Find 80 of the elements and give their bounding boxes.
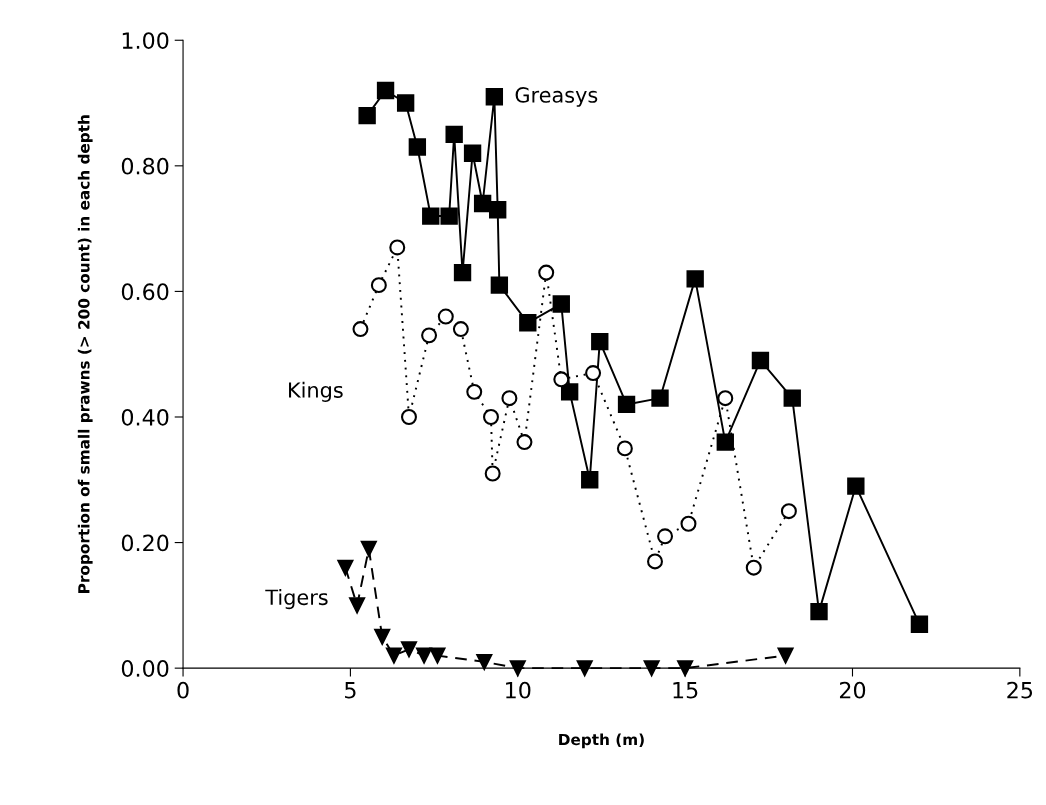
point: [466, 383, 483, 400]
point: [576, 660, 593, 677]
point: [401, 641, 417, 658]
x-tick-label: 0: [177, 681, 189, 699]
point: [717, 390, 734, 407]
point: [349, 597, 366, 614]
point: [519, 314, 537, 332]
x-tick-label: 15: [673, 682, 698, 699]
text: Kings: [289, 381, 343, 402]
point: [617, 395, 636, 414]
point: [484, 465, 501, 482]
point: [337, 559, 354, 576]
point: [783, 389, 801, 407]
point: [374, 628, 391, 645]
y-tick-label: 0.80: [121, 157, 169, 175]
point: [581, 471, 599, 489]
point: [483, 409, 499, 425]
point: [453, 263, 472, 282]
point: [421, 327, 438, 344]
point: [651, 389, 669, 407]
point: [657, 528, 674, 545]
y-tick-label: 0.60: [121, 283, 169, 301]
point: [429, 647, 446, 664]
point: [643, 660, 660, 677]
point: [647, 553, 663, 570]
point: [516, 434, 533, 451]
x-axis-title: Depth (m): [559, 733, 644, 749]
point: [376, 81, 395, 100]
point: [352, 321, 369, 338]
x-tick-label: 10: [506, 681, 531, 699]
point: [509, 660, 526, 677]
point: [416, 647, 433, 664]
series-label: Greasys: [515, 87, 598, 107]
point: [476, 653, 493, 670]
point: [490, 276, 509, 294]
point: [751, 351, 770, 370]
point: [360, 540, 377, 557]
point: [560, 383, 579, 401]
point: [452, 321, 469, 338]
y-tick-label: 0.00: [121, 660, 169, 677]
point: [847, 477, 865, 495]
point: [680, 515, 697, 532]
point: [385, 647, 402, 664]
point: [401, 409, 417, 425]
y-axis-title: Proportion of small prawns (> 200 count) in each depth: [77, 115, 93, 593]
point: [677, 660, 694, 677]
point: [440, 207, 458, 225]
point: [489, 201, 507, 219]
point: [437, 308, 454, 325]
series-label: Tigers: [265, 589, 328, 610]
point: [616, 440, 633, 457]
point: [538, 264, 555, 281]
point: [408, 138, 427, 156]
point: [745, 559, 762, 576]
point: [591, 332, 609, 351]
point: [422, 207, 440, 225]
point: [473, 194, 492, 213]
point: [780, 503, 797, 520]
point: [777, 647, 794, 664]
point: [810, 602, 828, 621]
point: [552, 295, 570, 313]
point: [716, 433, 734, 451]
point: [396, 94, 415, 112]
point: [553, 371, 570, 388]
y-tick-label: 1.00: [122, 32, 169, 50]
y-tick-label: 0.40: [121, 408, 169, 426]
point: [463, 144, 482, 162]
x-tick-label: 5: [345, 682, 356, 699]
point: [370, 277, 387, 294]
point: [501, 390, 518, 407]
point: [585, 365, 602, 382]
point: [910, 615, 929, 633]
point: [445, 125, 463, 144]
point: [686, 270, 704, 288]
point: [358, 106, 376, 125]
x-tick-label: 20: [839, 681, 866, 699]
point: [485, 88, 504, 106]
y-tick-label: 0.20: [121, 534, 169, 552]
point: [389, 239, 406, 256]
x-tick-label: 25: [1007, 681, 1033, 699]
